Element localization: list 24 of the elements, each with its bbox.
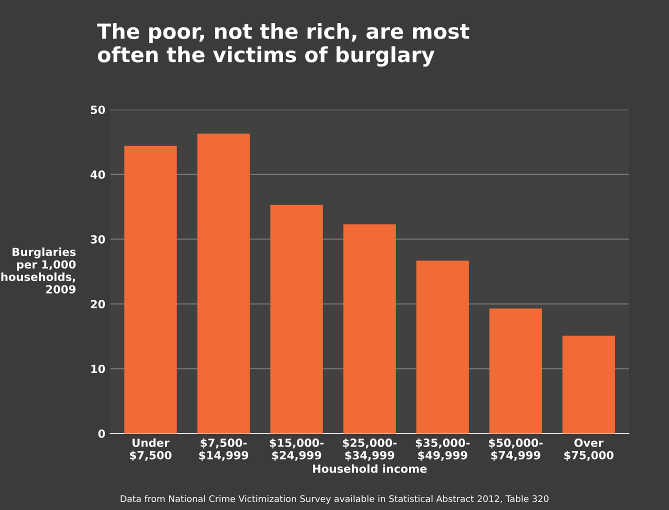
bar <box>270 204 323 434</box>
x-tick-label: $25,000- $34,999 <box>342 438 397 461</box>
x-axis-title: Household income <box>313 464 427 473</box>
bar <box>343 224 396 434</box>
bar <box>416 260 469 434</box>
bar <box>562 336 615 434</box>
text: Data from National Crime Victimization Survey available in Statistical Abstract 2012, Table 320 <box>120 495 548 504</box>
y-axis-title: Burglaries per 1,000 households, 2009 <box>1 247 76 294</box>
y-tick-label: 30 <box>90 235 105 244</box>
x-tick-label: $35,000- $49,999 <box>416 438 470 461</box>
y-tick-label: 40 <box>90 170 105 179</box>
x-tick-label: $50,000- $74,999 <box>488 438 543 461</box>
bar <box>197 134 250 434</box>
x-tick-label: Over $75,000 <box>564 438 614 461</box>
y-tick-label: 50 <box>90 106 105 114</box>
x-tick-label: $7,500- $14,999 <box>199 438 248 461</box>
bar <box>124 146 177 434</box>
bar <box>489 308 542 434</box>
chart-title: The poor, not the rich, are most often the victims of burglary <box>97 22 470 67</box>
x-tick-label: Under $7,500 <box>130 438 172 461</box>
y-tick-label: 10 <box>91 364 105 374</box>
y-tick-label: 20 <box>90 300 105 308</box>
x-tick-label: $15,000- $24,999 <box>270 438 324 461</box>
y-tick-label: 0 <box>98 429 105 438</box>
